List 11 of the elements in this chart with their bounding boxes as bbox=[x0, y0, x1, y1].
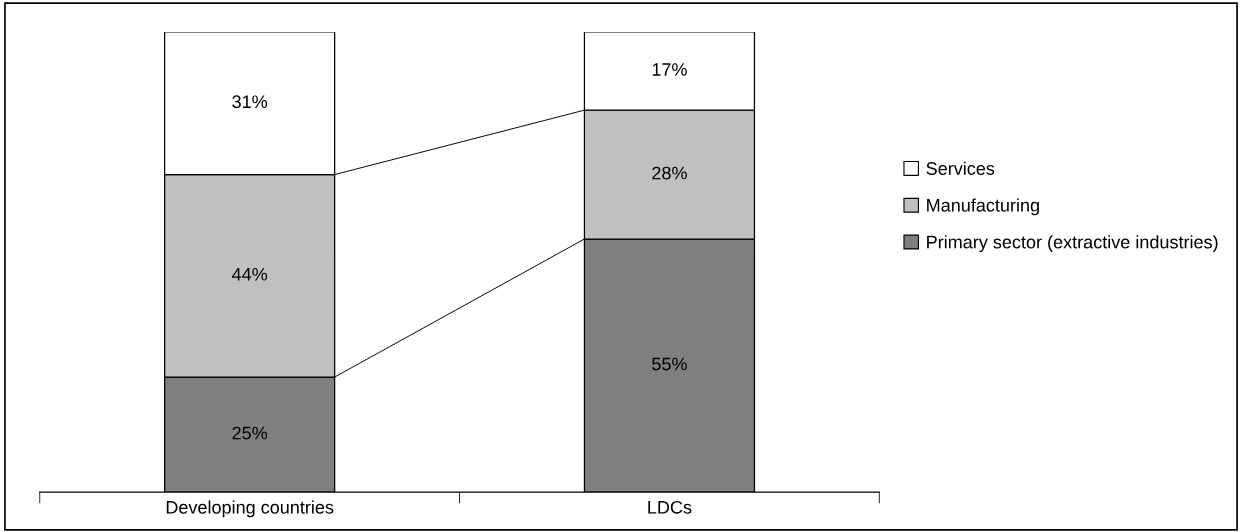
data-label: 44% bbox=[231, 267, 268, 281]
data-label: 31% bbox=[232, 95, 268, 109]
legend-label: Services bbox=[926, 161, 995, 175]
data-label: 55% bbox=[652, 357, 687, 371]
data-label: 25% bbox=[232, 426, 268, 440]
x-tick-label: LDCs bbox=[648, 500, 692, 514]
data-label: 17% bbox=[652, 63, 687, 76]
legend-label: Manufacturing bbox=[927, 198, 1039, 216]
x-tick-label: Developing countries bbox=[166, 500, 334, 518]
legend-label: Primary sector (extractive industries) bbox=[927, 235, 1218, 253]
data-label: 28% bbox=[652, 166, 687, 180]
